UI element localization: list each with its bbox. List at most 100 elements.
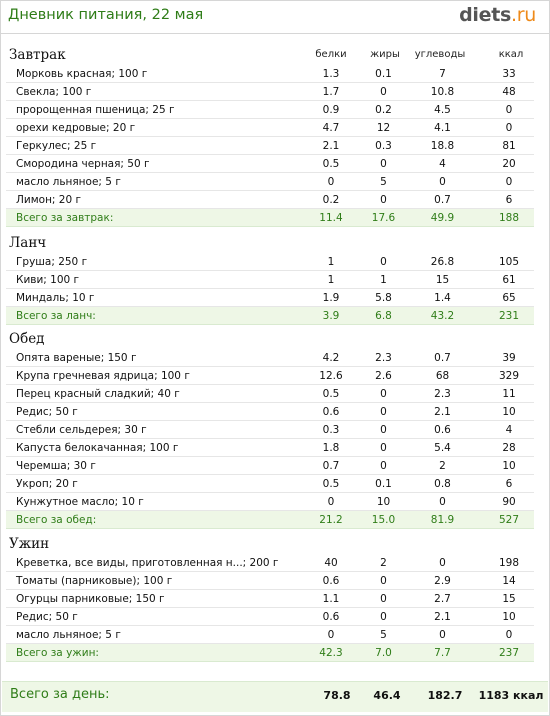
kcal-value: 0 [484,625,534,644]
food-row[interactable]: Геркулес; 25 г 2.1 0.3 18.8 81 [6,136,534,155]
food-row[interactable]: Свекла; 100 г 1.7 0 10.8 48 [6,82,534,101]
food-row[interactable]: Миндаль; 10 г 1.9 5.8 1.4 65 [6,288,534,307]
fats-value: 7.0 [366,643,401,662]
proteins-value: 42.3 [296,643,366,662]
logo-tld: .ru [511,4,536,26]
kcal-value: 6 [484,190,534,209]
proteins-value: 1.7 [296,82,366,101]
food-row[interactable]: Лимон; 20 г 0.2 0 0.7 6 [6,190,534,209]
carbs-value: 15 [401,270,484,289]
kcal-value: 231 [484,306,534,325]
carbs-value: 2.7 [401,589,484,608]
fats-value: 5.8 [366,288,401,307]
day-total-carbs: 182.7 [427,689,463,702]
carbs-value: 81.9 [401,510,484,529]
fats-value: 0 [366,154,401,173]
food-row[interactable]: Морковь красная; 100 г 1.3 0.1 7 33 [6,65,534,83]
total-label: Всего за ужин: [6,643,296,662]
fats-value: 15.0 [366,510,401,529]
food-row[interactable]: Киви; 100 г 1 1 15 61 [6,270,534,289]
food-row[interactable]: Опята вареные; 150 г 4.2 2.3 0.7 39 [6,349,534,367]
carbs-value: 2.1 [401,607,484,626]
food-row[interactable]: Томаты (парниковые); 100 г 0.6 0 2.9 14 [6,571,534,590]
proteins-value: 0.3 [296,420,366,439]
proteins-value: 0 [296,172,366,191]
fats-value: 0 [366,190,401,209]
carbs-value: 4.5 [401,100,484,119]
food-row[interactable]: орехи кедровые; 20 г 4.7 12 4.1 0 [6,118,534,137]
carbs-value: 7.7 [401,643,484,662]
food-name: Перец красный сладкий; 40 г [6,384,296,403]
meal-section: Обед Опята вареные; 150 г 4.2 2.3 0.7 39 Крупа… [6,329,536,529]
proteins-value: 0.5 [296,154,366,173]
kcal-value: 10 [484,402,534,421]
food-row[interactable]: Креветка, все виды, приготовленная н...;… [6,554,534,572]
fats-value: 12 [366,118,401,137]
kcal-value: 0 [484,118,534,137]
kcal-value: 81 [484,136,534,155]
food-row[interactable]: пророщенная пшеница; 25 г 0.9 0.2 4.5 0 [6,100,534,119]
kcal-value: 10 [484,456,534,475]
food-row[interactable]: Редис; 50 г 0.6 0 2.1 10 [6,402,534,421]
food-row[interactable]: Капуста белокачанная; 100 г 1.8 0 5.4 28 [6,438,534,457]
food-row[interactable]: Стебли сельдерея; 30 г 0.3 0 0.6 4 [6,420,534,439]
food-name: пророщенная пшеница; 25 г [6,100,296,119]
carbs-value: 18.8 [401,136,484,155]
kcal-value: 0 [484,172,534,191]
site-logo[interactable]: diets.ru [459,4,536,26]
carbs-value: 0 [401,625,484,644]
meal-title: Ланч [9,235,47,251]
total-label: Всего за завтрак: [6,208,296,227]
food-row[interactable]: Смородина черная; 50 г 0.5 0 4 20 [6,154,534,173]
fats-value: 0 [366,607,401,626]
kcal-value: 65 [484,288,534,307]
carbs-value: 26.8 [401,253,484,271]
carbs-value: 7 [401,65,484,83]
proteins-value: 40 [296,554,366,572]
carbs-value: 2 [401,456,484,475]
total-label: Всего за ланч: [6,306,296,325]
kcal-value: 39 [484,349,534,367]
food-row[interactable]: Укроп; 20 г 0.5 0.1 0.8 6 [6,474,534,493]
kcal-value: 15 [484,589,534,608]
carbs-value: 68 [401,366,484,385]
meal-total-row: Всего за ланч: 3.9 6.8 43.2 231 [6,306,534,325]
food-name: Смородина черная; 50 г [6,154,296,173]
food-row[interactable]: Перец красный сладкий; 40 г 0.5 0 2.3 11 [6,384,534,403]
day-total-proteins: 78.8 [323,689,351,702]
kcal-value: 198 [484,554,534,572]
food-name: Креветка, все виды, приготовленная н...;… [6,554,296,572]
carbs-value: 0 [401,492,484,511]
carbs-value: 0.7 [401,190,484,209]
meal-table: Груша; 250 г 1 0 26.8 105 Киви; 100 г 1 1 15 61 Ми… [6,253,534,325]
header: Дневник питания, 22 мая diets.ru [0,0,550,34]
food-name: Редис; 50 г [6,607,296,626]
page-title: Дневник питания, 22 мая [8,7,204,23]
proteins-value: 3.9 [296,306,366,325]
food-row[interactable]: Кунжутное масло; 10 г 0 10 0 90 [6,492,534,511]
food-row[interactable]: Огурцы парниковые; 150 г 1.1 0 2.7 15 [6,589,534,608]
kcal-value: 14 [484,571,534,590]
proteins-value: 0.6 [296,607,366,626]
carbs-value: 0 [401,554,484,572]
food-row[interactable]: Редис; 50 г 0.6 0 2.1 10 [6,607,534,626]
food-name: Свекла; 100 г [6,82,296,101]
kcal-value: 188 [484,208,534,227]
fats-value: 2 [366,554,401,572]
proteins-value: 1.9 [296,288,366,307]
food-name: Стебли сельдерея; 30 г [6,420,296,439]
food-row[interactable]: Крупа гречневая ядрица; 100 г 12.6 2.6 68 32… [6,366,534,385]
food-row[interactable]: Черемша; 30 г 0.7 0 2 10 [6,456,534,475]
fats-value: 0 [366,253,401,271]
column-header-kcal: ккал [498,49,524,60]
fats-value: 0 [366,384,401,403]
food-name: масло льняное; 5 г [6,172,296,191]
food-row[interactable]: Груша; 250 г 1 0 26.8 105 [6,253,534,271]
kcal-value: 0 [484,100,534,119]
food-name: Лимон; 20 г [6,190,296,209]
column-header-proteins: белки [315,49,347,60]
fats-value: 6.8 [366,306,401,325]
food-name: Капуста белокачанная; 100 г [6,438,296,457]
